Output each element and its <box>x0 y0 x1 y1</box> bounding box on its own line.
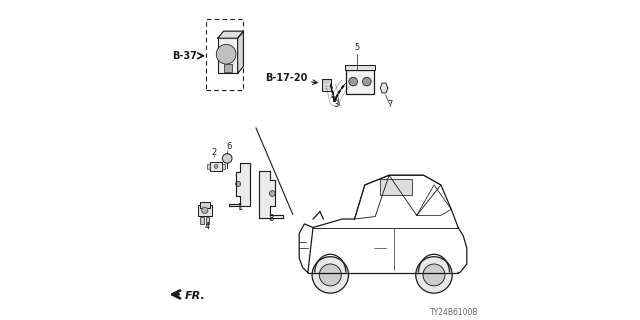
Text: TY24B6100B: TY24B6100B <box>430 308 479 317</box>
Bar <box>206 217 209 223</box>
Bar <box>380 179 412 195</box>
Polygon shape <box>229 163 250 206</box>
Text: FR.: FR. <box>184 291 205 301</box>
Bar <box>345 65 375 70</box>
Bar <box>198 205 212 216</box>
Polygon shape <box>259 171 283 218</box>
Circle shape <box>362 77 371 86</box>
Circle shape <box>269 191 275 196</box>
Text: 6: 6 <box>226 142 232 151</box>
Bar <box>200 217 204 223</box>
Circle shape <box>319 264 341 286</box>
Circle shape <box>223 154 232 163</box>
Bar <box>346 70 374 93</box>
Circle shape <box>349 77 358 86</box>
Bar <box>211 162 221 171</box>
Text: 8: 8 <box>269 214 274 223</box>
Circle shape <box>312 257 349 293</box>
Text: 2: 2 <box>212 148 217 157</box>
Bar <box>322 79 331 91</box>
Polygon shape <box>218 31 243 38</box>
Text: 3: 3 <box>333 100 339 109</box>
Polygon shape <box>237 31 243 73</box>
Circle shape <box>216 44 236 64</box>
Text: 7: 7 <box>388 100 393 109</box>
Circle shape <box>202 207 208 213</box>
Text: B-37: B-37 <box>172 51 197 61</box>
Circle shape <box>236 181 241 187</box>
Polygon shape <box>380 83 388 93</box>
Bar <box>224 64 232 72</box>
Text: 1: 1 <box>237 203 242 212</box>
Text: 5: 5 <box>354 43 360 52</box>
Circle shape <box>416 257 452 293</box>
Text: B-17-20: B-17-20 <box>265 73 307 84</box>
Bar <box>207 164 211 169</box>
Bar <box>218 38 237 73</box>
Bar <box>221 164 225 169</box>
Bar <box>200 202 210 208</box>
Text: 4: 4 <box>205 222 210 231</box>
Circle shape <box>423 264 445 286</box>
Circle shape <box>214 164 218 168</box>
